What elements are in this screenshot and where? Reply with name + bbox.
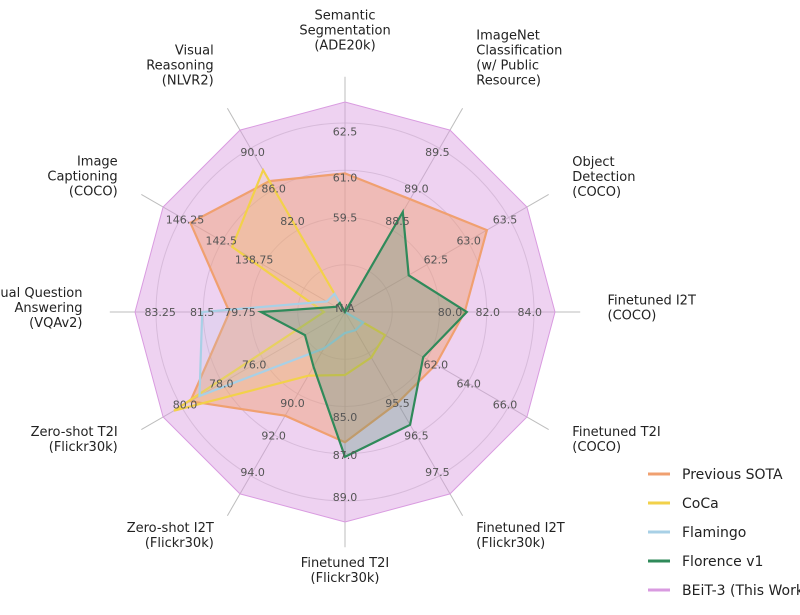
tick-label: 82.0 [476, 306, 501, 319]
tick-label: 89.0 [333, 491, 358, 504]
legend-label: BEiT-3 (This Work) [682, 583, 800, 599]
spoke-5 [344, 311, 464, 516]
tick-label: 138.75 [235, 254, 274, 267]
series-flamingo [198, 292, 365, 398]
tick-label: 96.5 [404, 430, 429, 443]
axis-label-line: (Flickr30k) [476, 536, 545, 551]
axis-label-line: Classification [476, 44, 562, 59]
axis-label-2: Object Detection (COCO) [572, 155, 635, 200]
axis-label-line: (COCO) [572, 185, 621, 200]
legend: Previous SOTA CoCa Flamingo Florence v1 BEiT… [648, 462, 800, 612]
tick-label: 90.0 [240, 146, 265, 159]
axis-label-line: Visual Question [0, 286, 83, 301]
axis-label-line: Finetuned I2T [476, 521, 564, 536]
series-polygons [134, 101, 556, 523]
tick-label: 85.0 [333, 411, 358, 424]
legend-label: Flamingo [682, 525, 746, 541]
tick-label: 66.0 [493, 398, 518, 411]
tick-label: 76.0 [242, 359, 267, 372]
axis-label-8: Zero-shot T2I (Flickr30k) [31, 425, 118, 455]
tick-label: 63.5 [493, 214, 518, 227]
tick-label: 97.5 [425, 466, 450, 479]
axis-label-line: Captioning [47, 170, 117, 185]
axis-label-line: Resource) [476, 74, 541, 89]
axis-label-line: (NLVR2) [162, 74, 214, 89]
axis-label-6: Finetuned T2I (Flickr30k) [301, 556, 389, 586]
axis-label-line: (Flickr30k) [311, 571, 380, 586]
axis-label-line: Segmentation [299, 24, 390, 39]
series-coca [173, 167, 387, 412]
tick-label: 89.0 [404, 182, 429, 195]
axis-label-line: (Flickr30k) [49, 440, 118, 455]
legend-background [678, 462, 800, 612]
series-florence-v1 [257, 208, 469, 459]
axis-label-7: Zero-shot I2T (Flickr30k) [127, 521, 214, 551]
axis-label-0: Semantic Segmentation (ADE20k) [299, 9, 390, 54]
tick-label: 86.0 [261, 182, 286, 195]
tick-label: 78.0 [209, 377, 234, 390]
tick-label: 82.0 [280, 215, 305, 228]
tick-label: 95.5 [385, 397, 410, 410]
axis-label-line: Reasoning [146, 59, 213, 74]
axis-label-5: Finetuned I2T (Flickr30k) [476, 521, 564, 551]
axis-label-10: Image Captioning (COCO) [47, 155, 117, 200]
axis-label-line: Zero-shot I2T [127, 521, 214, 536]
axis-labels: Semantic Segmentation (ADE20k) ImageNet Clas… [0, 9, 696, 587]
tick-label: 146.25 [166, 214, 205, 227]
tick-label: 142.5 [206, 235, 238, 248]
axis-label-line: Zero-shot T2I [31, 425, 118, 440]
axis-label-line: Finetuned T2I [301, 556, 389, 571]
tick-label: 88.5 [385, 215, 410, 228]
legend-label: Florence v1 [682, 554, 763, 570]
tick-label: 80.0 [438, 306, 463, 319]
series-previous-sota [188, 172, 489, 444]
axis-label-line: (COCO) [572, 440, 621, 455]
tick-label: 84.0 [518, 306, 543, 319]
axis-label-line: (VQAv2) [29, 316, 82, 331]
axis-label-line: Image [77, 155, 118, 170]
tick-label: 90.0 [280, 397, 305, 410]
tick-label: 62.0 [424, 359, 449, 372]
axis-label-line: ImageNet [476, 29, 540, 44]
tick-label: 63.0 [456, 235, 481, 248]
tick-label: 92.0 [261, 430, 286, 443]
tick-label: 64.0 [456, 377, 481, 390]
tick-label: 83.25 [144, 306, 176, 319]
axis-label-line: (COCO) [608, 309, 657, 324]
tick-label: 61.0 [333, 172, 358, 185]
legend-label: CoCa [682, 496, 719, 512]
tick-label: 62.5 [333, 125, 358, 138]
axis-label-line: (w/ Public [476, 59, 539, 74]
legend-label: Previous SOTA [682, 467, 783, 483]
axis-label-line: Finetuned T2I [572, 425, 660, 440]
tick-label: 87.0 [333, 449, 358, 462]
axis-label-line: Answering [15, 301, 83, 316]
axis-label-4: Finetuned T2I (COCO) [572, 425, 660, 455]
axis-label-11: Visual Reasoning (NLVR2) [146, 44, 213, 89]
tick-label: 89.5 [425, 146, 450, 159]
tick-label: 94.0 [240, 466, 265, 479]
spoke-7 [226, 311, 346, 516]
axis-label-line: Visual [175, 44, 214, 59]
axis-label-line: (ADE20k) [314, 39, 375, 54]
spoke-2 [344, 193, 549, 313]
axis-label-3: Finetuned I2T (COCO) [608, 294, 696, 324]
axis-label-1: ImageNet Classification (w/ Public Resource… [476, 29, 562, 89]
axis-label-line: Semantic [315, 9, 376, 24]
tick-label: N/A [335, 302, 355, 315]
axis-label-line: (Flickr30k) [145, 536, 214, 551]
tick-label: 79.75 [224, 306, 256, 319]
spoke-10 [141, 193, 346, 313]
axis-label-line: Finetuned I2T [608, 294, 696, 309]
tick-label: 62.5 [424, 254, 449, 267]
tick-label: 81.5 [190, 306, 215, 319]
tick-label: 59.5 [333, 212, 358, 225]
tick-labels: N/A 59.5 61.0 62.5 88.5 89.0 89.5 62.5 63.0 63.5 8… [144, 125, 542, 503]
tick-label: 80.0 [173, 398, 198, 411]
axis-label-line: (COCO) [69, 185, 118, 200]
axis-label-line: Detection [572, 170, 635, 185]
axis-label-line: Object [572, 155, 614, 170]
